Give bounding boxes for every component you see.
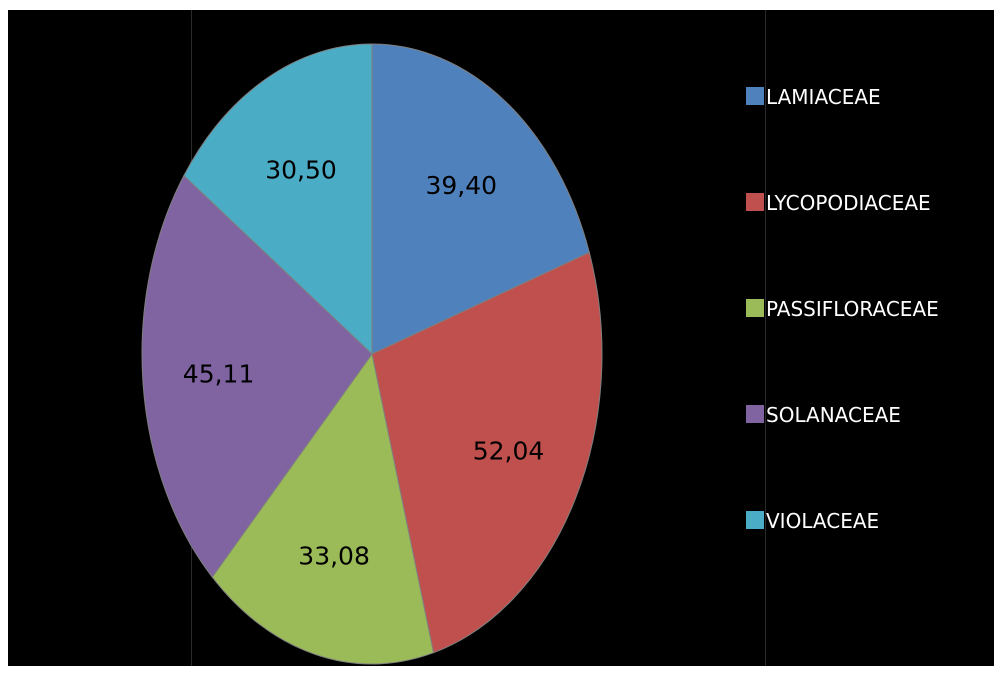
- legend-swatch-solanaceae: [746, 405, 764, 423]
- legend-swatch-lamiaceae: [746, 87, 764, 105]
- data-label-lycopodiaceae: 52,04: [473, 437, 545, 466]
- legend-label-lamiaceae: LAMIACEAE: [766, 85, 881, 109]
- data-label-passifloraceae: 33,08: [298, 541, 370, 570]
- legend: LAMIACEAE LYCOPODIACEAE PASSIFLORACEAE SOLA…: [746, 85, 939, 533]
- legend-swatch-lycopodiaceae: [746, 193, 764, 211]
- legend-swatch-violaceae: [746, 511, 764, 529]
- data-label-solanaceae: 45,11: [183, 360, 255, 389]
- pie-slice-solanaceae: [141, 174, 373, 578]
- data-label-lamiaceae: 39,40: [426, 171, 498, 200]
- divider-right: [765, 10, 766, 666]
- pie-slices: [141, 43, 603, 665]
- pie-slice-passifloraceae: [211, 352, 435, 665]
- pie-slice-violaceae: [183, 43, 373, 356]
- pie-data-labels: 39,40 52,04 33,08 45,11 30,50: [183, 156, 544, 571]
- legend-label-violaceae: VIOLACEAE: [766, 509, 879, 533]
- legend-label-lycopodiaceae: LYCOPODIACEAE: [766, 191, 931, 215]
- legend-label-solanaceae: SOLANACEAE: [766, 403, 901, 427]
- pie-slice-lamiaceae: [371, 43, 590, 355]
- data-label-violaceae: 30,50: [265, 156, 337, 185]
- chart-frame: 39,40 52,04 33,08 45,11 30,50 LAMIACEAE LYCOP…: [8, 10, 994, 666]
- legend-label-passifloraceae: PASSIFLORACEAE: [766, 297, 939, 321]
- legend-swatch-passifloraceae: [746, 299, 764, 317]
- pie-chart: 39,40 52,04 33,08 45,11 30,50 LAMIACEAE LYCOP…: [141, 43, 939, 665]
- pie-slice-lycopodiaceae: [371, 251, 603, 654]
